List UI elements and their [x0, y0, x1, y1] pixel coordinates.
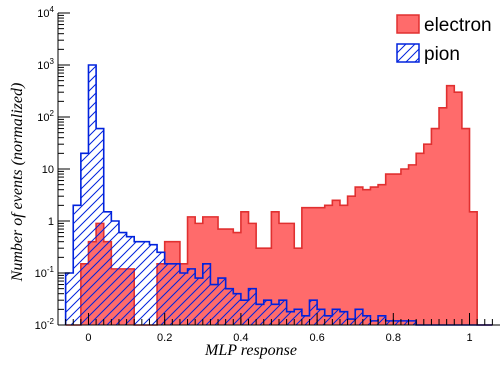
legend-swatch-pion [396, 43, 420, 63]
y-axis-label: Number of events (normalized) [9, 82, 26, 282]
x-tick-label: 0.8 [386, 332, 401, 344]
y-tick-label: 10 [42, 164, 54, 176]
plot-area [64, 64, 493, 326]
x-tick-label: 0.4 [233, 332, 248, 344]
legend-swatch-electron [396, 14, 420, 34]
legend-label-electron: electron [424, 15, 492, 36]
y-tick-label: 10-2 [35, 317, 55, 332]
y-tick-label: 102 [37, 109, 54, 124]
y-tick-label: 103 [37, 57, 54, 72]
series-pion-hatch [65, 65, 493, 325]
x-tick-label: 0.6 [309, 332, 324, 344]
y-tick-label: 1 [48, 216, 54, 228]
legend: electron pion [396, 14, 492, 65]
legend-label-pion: pion [424, 44, 460, 65]
x-tick-label: 1 [466, 332, 472, 344]
y-tick-label: 104 [37, 5, 54, 20]
x-axis-label: MLP response [205, 342, 297, 359]
x-tick-label: 0.2 [157, 332, 172, 344]
series-pion-outline [64, 64, 493, 326]
x-tick-label: 0 [85, 332, 91, 344]
y-tick-label: 10-1 [35, 265, 55, 280]
axes: 10-2 10-1 1 10 102 103 104 0 0.2 0.4 0.6 0.8 1 [35, 5, 500, 344]
